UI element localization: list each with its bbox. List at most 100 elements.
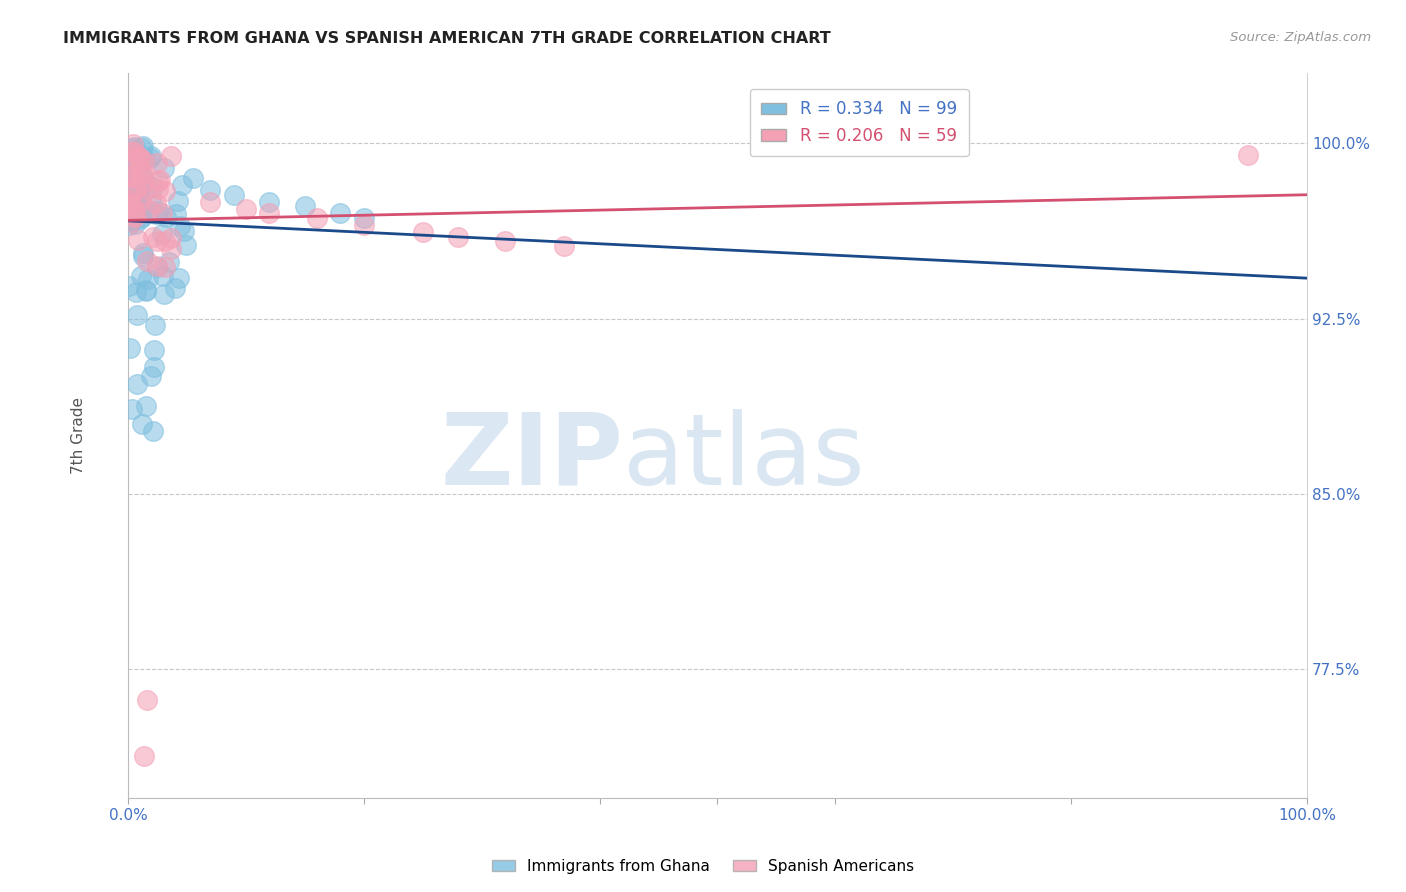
Point (142, 180, 165, 194)
Point (118, 183, 141, 197)
Point (553, 239, 575, 253)
Point (142, 360, 165, 375)
Point (146, 234, 169, 248)
Text: Source: ZipAtlas.com: Source: ZipAtlas.com (1230, 31, 1371, 45)
Point (125, 178, 148, 193)
Point (122, 193, 145, 207)
Point (118, 148, 141, 162)
Point (118, 198, 141, 212)
Point (125, 376, 148, 391)
Point (135, 284, 157, 298)
Point (120, 169, 142, 184)
Point (121, 215, 143, 229)
Point (259, 206, 281, 220)
Point (135, 283, 157, 297)
Point (128, 150, 150, 164)
Point (129, 167, 152, 181)
Point (155, 211, 177, 225)
Point (122, 188, 145, 202)
Point (1237, 148, 1260, 162)
Point (124, 162, 146, 177)
Point (200, 183, 222, 197)
Point (118, 279, 141, 293)
Point (120, 195, 142, 210)
Point (121, 206, 143, 220)
Point (135, 399, 157, 413)
Point (127, 159, 149, 173)
Point (146, 259, 169, 273)
Point (145, 207, 167, 221)
Point (122, 210, 145, 224)
Point (153, 234, 176, 248)
Point (121, 170, 143, 185)
Point (148, 174, 170, 188)
Point (146, 181, 169, 195)
Point (153, 260, 176, 274)
Point (305, 211, 328, 225)
Legend: Immigrants from Ghana, Spanish Americans: Immigrants from Ghana, Spanish Americans (486, 853, 920, 880)
Point (142, 343, 165, 358)
Point (120, 175, 142, 189)
Point (129, 268, 152, 283)
Point (129, 181, 152, 195)
Point (134, 166, 156, 180)
Point (134, 748, 156, 763)
Point (153, 161, 176, 175)
Point (120, 193, 142, 207)
Point (127, 154, 149, 169)
Point (142, 424, 165, 438)
Point (135, 254, 157, 268)
Point (149, 172, 172, 186)
Legend: R = 0.334   N = 99, R = 0.206   N = 59: R = 0.334 N = 99, R = 0.206 N = 59 (749, 88, 969, 156)
Point (124, 169, 146, 184)
Point (159, 242, 181, 256)
Point (125, 146, 148, 161)
Point (129, 194, 152, 209)
Point (120, 215, 142, 229)
Point (120, 190, 142, 204)
Point (124, 184, 146, 198)
Point (235, 202, 257, 216)
Point (142, 230, 165, 244)
Point (128, 150, 150, 164)
Point (169, 219, 191, 234)
Point (132, 153, 155, 168)
Point (447, 229, 470, 244)
Point (494, 235, 516, 249)
Point (125, 189, 148, 203)
Point (200, 194, 222, 209)
Text: atlas: atlas (623, 409, 865, 506)
Point (165, 281, 187, 295)
Point (159, 149, 181, 163)
Point (124, 218, 146, 232)
Point (129, 194, 152, 208)
Point (166, 194, 188, 208)
Point (259, 194, 281, 209)
Point (124, 145, 146, 159)
Point (129, 169, 152, 183)
Point (148, 204, 170, 219)
Point (124, 285, 146, 300)
Point (122, 151, 145, 165)
Point (121, 402, 143, 417)
Point (118, 213, 141, 227)
Point (122, 180, 145, 194)
Point (174, 238, 197, 252)
Point (122, 137, 145, 152)
Point (134, 153, 156, 167)
Point (135, 693, 157, 707)
Point (131, 176, 153, 190)
Point (118, 197, 141, 211)
Point (122, 184, 145, 198)
Point (173, 224, 195, 238)
Point (134, 172, 156, 186)
Point (294, 199, 316, 213)
Point (132, 246, 155, 260)
Point (128, 199, 150, 213)
Point (170, 178, 193, 193)
Point (139, 194, 162, 208)
Point (150, 206, 173, 220)
Point (121, 154, 143, 169)
Point (139, 152, 162, 166)
Point (132, 139, 155, 153)
